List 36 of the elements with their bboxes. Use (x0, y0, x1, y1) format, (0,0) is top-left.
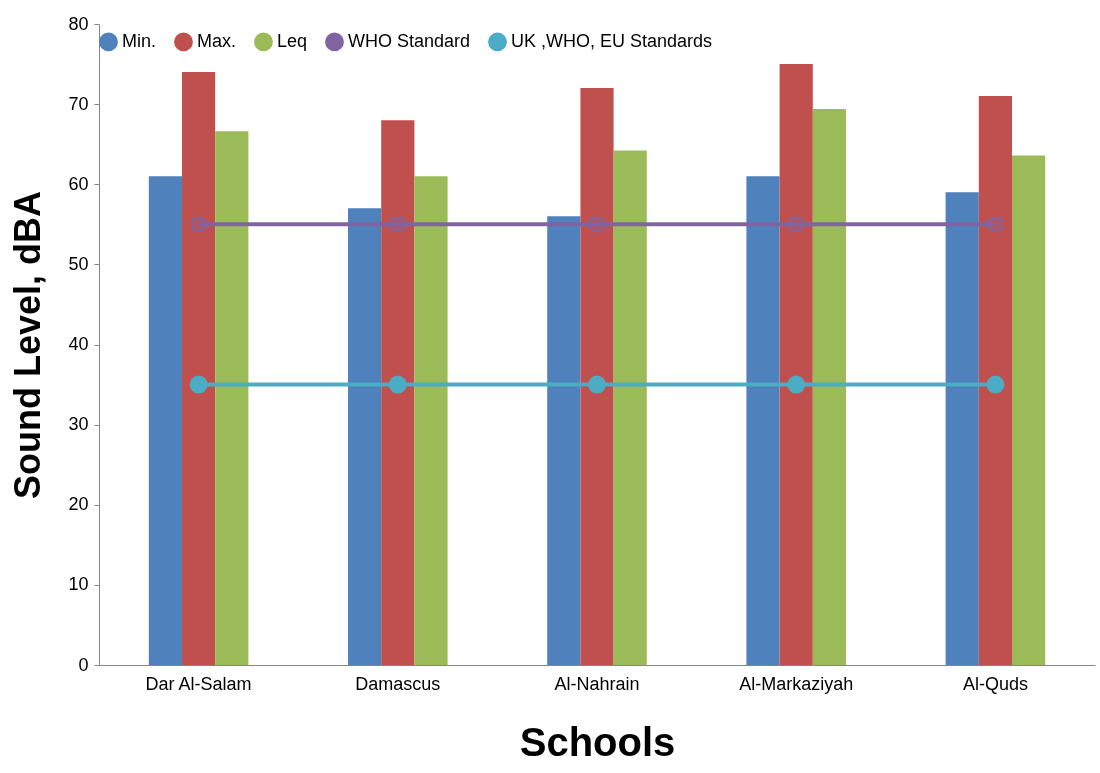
bar (580, 88, 614, 665)
y-tick-label: 40 (68, 334, 89, 354)
x-tick-label: Damascus (355, 673, 441, 694)
legend-label: Min. (122, 30, 157, 51)
bar (182, 72, 216, 665)
y-tick-label: 10 (68, 574, 89, 595)
y-tick-label: 30 (68, 414, 89, 435)
bar (978, 96, 1012, 665)
y-tick-label: 0 (78, 654, 89, 675)
bar (547, 216, 581, 665)
legend-label: Max. (197, 30, 237, 51)
y-axis-title: Sound Level, dBA (7, 190, 49, 500)
x-tick-label: Al-Nahrain (554, 673, 640, 694)
bar (1012, 155, 1046, 665)
bar (381, 120, 415, 665)
x-tick-label: Al-Quds (962, 673, 1028, 694)
y-tick-label: 20 (68, 494, 89, 515)
bar (613, 150, 647, 665)
x-axis-title: Schools (519, 719, 676, 764)
y-tick-label: 70 (68, 93, 89, 114)
bar (746, 176, 780, 665)
y-tick-label: 60 (68, 173, 89, 194)
x-tick-label: Dar Al-Salam (145, 673, 252, 694)
bar (945, 192, 979, 665)
bar (812, 108, 846, 665)
legend-label: WHO Standard (348, 30, 471, 51)
bar (148, 176, 182, 665)
y-tick-label: 50 (68, 253, 89, 274)
legend-label: Leq (277, 30, 308, 51)
legend-label: UK ,WHO, EU Standards (511, 30, 713, 51)
bar (414, 176, 448, 665)
bar (348, 208, 382, 665)
y-tick-label: 80 (68, 13, 89, 34)
bar (779, 64, 813, 665)
bar (215, 131, 249, 665)
x-tick-label: Al-Markaziyah (739, 673, 854, 694)
